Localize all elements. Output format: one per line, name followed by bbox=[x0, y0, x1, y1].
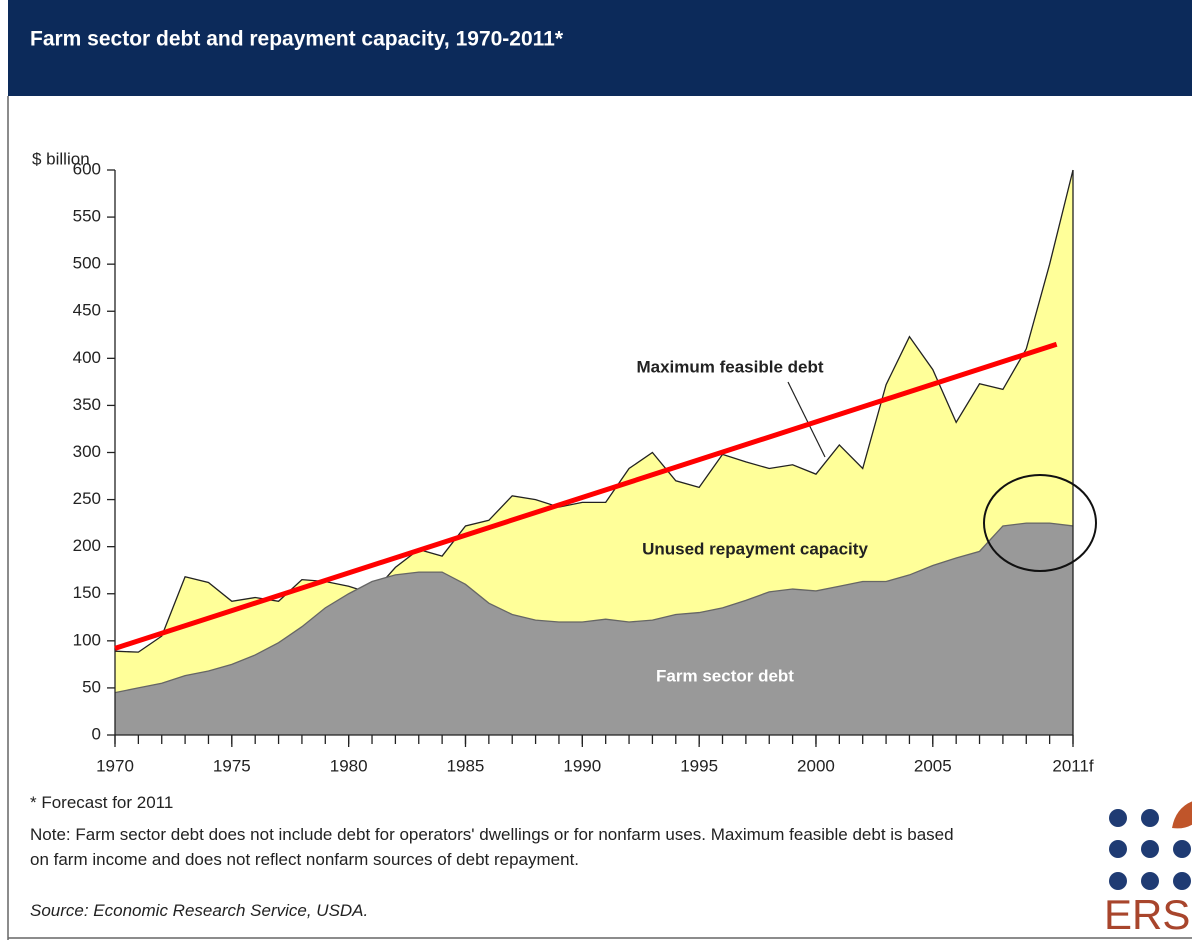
y-tick-label: 50 bbox=[82, 677, 101, 696]
x-tick-label: 1980 bbox=[330, 756, 368, 775]
x-tick-label: 1995 bbox=[680, 756, 718, 775]
y-tick-label: 0 bbox=[92, 724, 101, 743]
y-tick-label: 350 bbox=[73, 395, 101, 414]
logo-leaf bbox=[1172, 801, 1192, 829]
y-tick-label: 500 bbox=[73, 254, 101, 273]
x-tick-label: 1975 bbox=[213, 756, 251, 775]
area-label: Unused repayment capacity bbox=[642, 539, 868, 558]
y-tick-label: 100 bbox=[73, 630, 101, 649]
x-tick-label: 2005 bbox=[914, 756, 952, 775]
plot: 0 50 100 150 200 250 300 350 400 450 500 550 600 1970… bbox=[73, 159, 1097, 775]
y-tick-label: 150 bbox=[73, 583, 101, 602]
series-label: Farm sector debt bbox=[656, 666, 794, 685]
leader-line bbox=[787, 381, 826, 458]
logo-dot bbox=[1141, 872, 1159, 890]
y-tick-label: 600 bbox=[73, 159, 101, 178]
x-tick-label: 1970 bbox=[96, 756, 134, 775]
area bbox=[115, 523, 1073, 735]
logo-dot bbox=[1109, 872, 1127, 890]
area-outline bbox=[114, 522, 1074, 694]
trend-line bbox=[114, 341, 1058, 651]
logo-text: ERS bbox=[1104, 891, 1190, 938]
y-tick-label: 250 bbox=[73, 489, 101, 508]
x-tick-label: 2011f bbox=[1052, 756, 1094, 775]
logo-dot bbox=[1141, 809, 1159, 827]
y-tick-label: 450 bbox=[73, 301, 101, 320]
chart-title: Farm sector debt and repayment capacity,… bbox=[30, 28, 564, 51]
header-bar bbox=[8, 0, 1192, 96]
logo-dot bbox=[1141, 840, 1159, 858]
area-outline bbox=[114, 169, 1074, 653]
y-tick-label: 300 bbox=[73, 442, 101, 461]
logo: ERS bbox=[1104, 801, 1192, 938]
x-tick-label: 1985 bbox=[447, 756, 485, 775]
y-tick-label: 400 bbox=[73, 348, 101, 367]
x-tick-label: 2000 bbox=[797, 756, 835, 775]
logo-dot bbox=[1109, 809, 1127, 827]
logo-dot bbox=[1173, 872, 1191, 890]
logo-dot bbox=[1109, 840, 1127, 858]
source: Source: Economic Research Service, USDA. bbox=[30, 901, 369, 920]
footnote: * Forecast for 2011 bbox=[30, 793, 174, 812]
y-axis-label: $ billion bbox=[32, 149, 90, 168]
logo-dot bbox=[1173, 840, 1191, 858]
highlight-circle bbox=[983, 474, 1097, 572]
y-tick-label: 550 bbox=[73, 207, 101, 226]
y-tick-label: 200 bbox=[73, 536, 101, 555]
note: Note: Farm sector debt does not include … bbox=[30, 825, 954, 869]
x-tick-label: 1990 bbox=[563, 756, 601, 775]
series-label: Maximum feasible debt bbox=[636, 357, 823, 376]
